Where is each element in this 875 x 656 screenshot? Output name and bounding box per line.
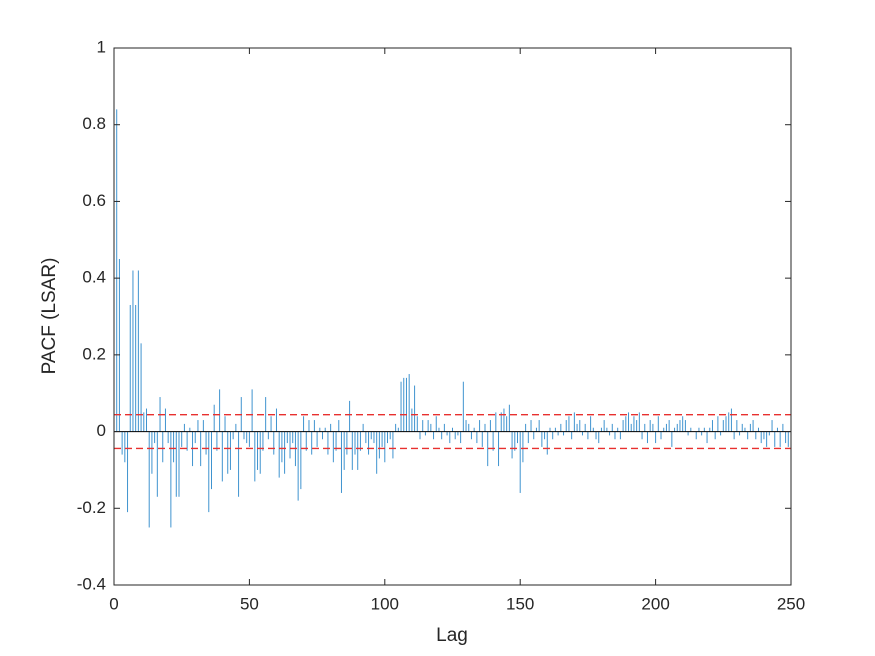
y-tick-label: 0.6 <box>82 191 106 210</box>
x-tick-label: 0 <box>109 594 118 613</box>
y-tick-label: 0.8 <box>82 114 106 133</box>
x-tick-label: 150 <box>506 594 534 613</box>
plot-area <box>114 109 792 528</box>
x-tick-label: 250 <box>777 594 805 613</box>
y-axis-label: PACF (LSAR) <box>39 258 60 375</box>
y-tick-label: 0.2 <box>82 344 106 363</box>
y-tick-label: 0.4 <box>82 268 106 287</box>
y-tick-label: -0.2 <box>77 498 106 517</box>
y-tick-label: 0 <box>97 421 106 440</box>
x-tick-label: 50 <box>240 594 259 613</box>
axes-box <box>113 47 792 586</box>
x-tick-label: 200 <box>641 594 669 613</box>
x-axis-label: Lag <box>436 625 468 646</box>
x-tick-label: 100 <box>371 594 399 613</box>
y-tick-label: -0.4 <box>77 574 106 593</box>
y-tick-label: 1 <box>97 37 106 56</box>
